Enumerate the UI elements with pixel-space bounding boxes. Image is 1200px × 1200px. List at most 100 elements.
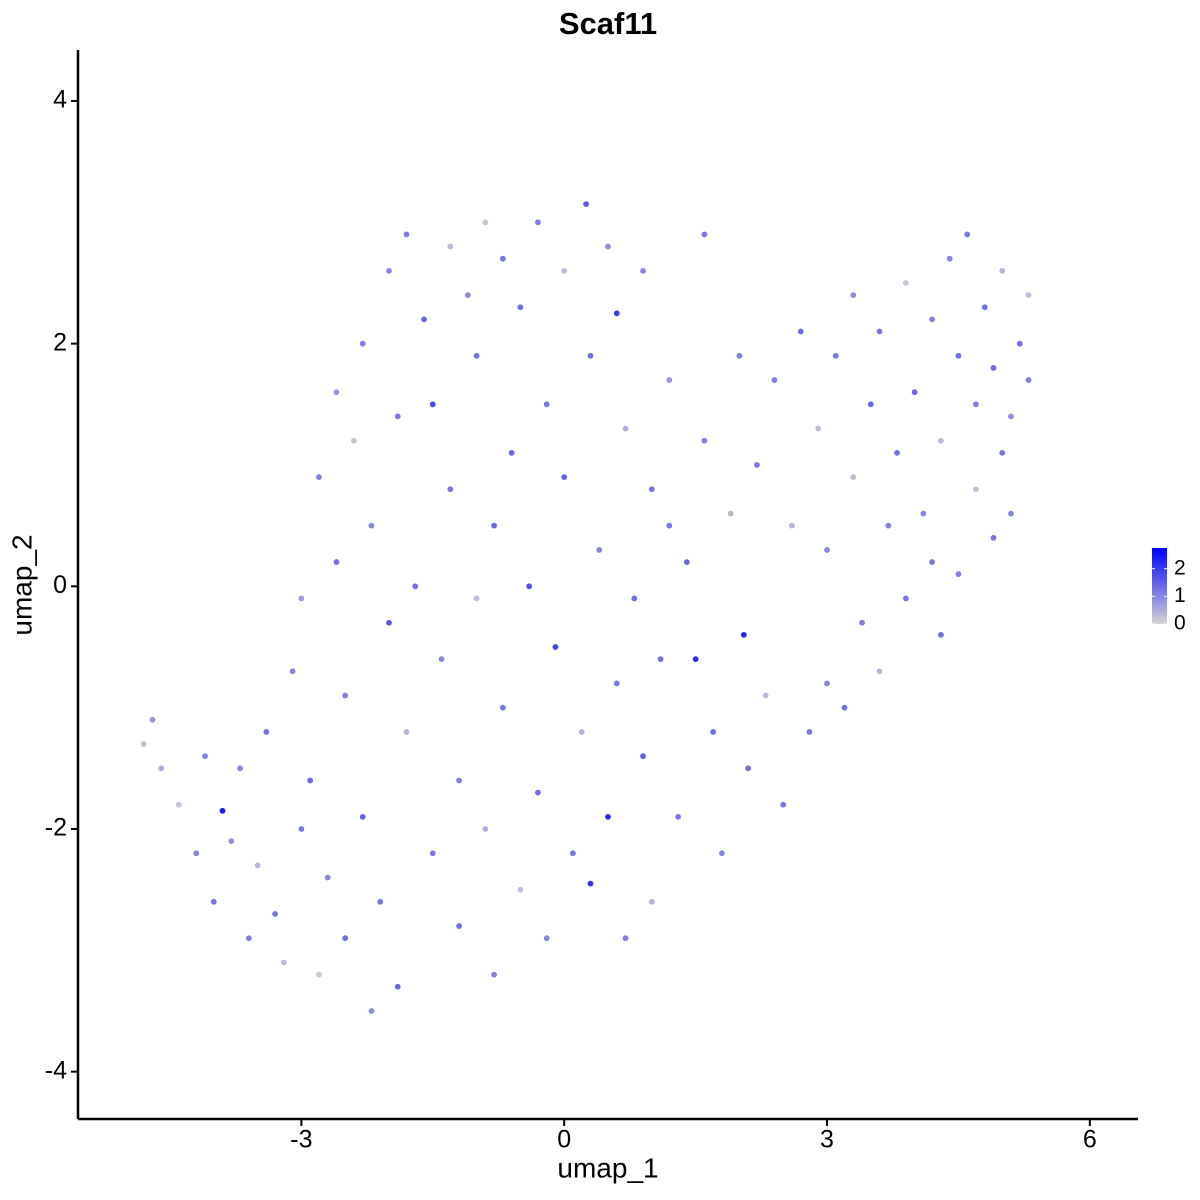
cell-point (447, 486, 454, 493)
cell-point (850, 474, 857, 481)
cell-point (718, 850, 725, 857)
cell-point (394, 983, 401, 990)
cell-point (351, 437, 357, 444)
cell-point (1025, 377, 1032, 383)
y-tick-label: 0 (53, 571, 67, 599)
cell-point (263, 729, 270, 735)
cell-point (403, 231, 410, 238)
cell-point (289, 668, 296, 675)
x-tick-label: 3 (820, 1126, 834, 1154)
colorbar-tick-label: 1 (1174, 584, 1186, 607)
cell-point (237, 765, 243, 772)
cell-point (613, 680, 620, 687)
y-tick-label: -2 (45, 814, 67, 842)
cell-point (964, 231, 971, 238)
cell-point (754, 462, 760, 468)
cell-point (797, 328, 804, 335)
cell-point (482, 826, 489, 832)
cell-point (605, 813, 611, 820)
cell-point (578, 729, 585, 735)
cell-point (902, 595, 909, 602)
cell-point (710, 729, 717, 735)
cell-point (245, 935, 252, 942)
cell-point (491, 522, 498, 529)
cell-point (675, 813, 681, 820)
cell-point (272, 911, 279, 917)
cell-point (1025, 292, 1032, 299)
colorbar-tick-label: 0 (1174, 612, 1186, 635)
y-tick-label: 2 (53, 328, 67, 356)
cell-point (683, 559, 690, 565)
cell-point (701, 231, 708, 238)
cell-point (622, 935, 629, 942)
cell-point (412, 583, 419, 590)
cell-point (973, 486, 979, 493)
cell-point (333, 559, 340, 565)
cell-point (920, 510, 927, 517)
cell-point (937, 437, 944, 444)
cell-point (482, 219, 489, 226)
cell-point (324, 874, 331, 881)
cell-point (832, 352, 839, 359)
cell-point (701, 437, 708, 444)
cell-point (587, 880, 594, 887)
cell-point (219, 807, 226, 814)
cell-point (727, 510, 734, 517)
cell-point (280, 959, 287, 966)
y-tick-label: 4 (53, 86, 67, 114)
cell-point (517, 886, 524, 893)
cell-point (850, 292, 857, 299)
cell-point (740, 631, 747, 638)
cell-point (543, 401, 550, 408)
cell-point (999, 449, 1006, 456)
colorbar-tick-label: 2 (1174, 556, 1186, 579)
cell-point (175, 801, 182, 808)
cell-point (736, 352, 743, 359)
cell-point (955, 352, 962, 359)
cell-point (526, 583, 533, 590)
cell-point (745, 765, 752, 772)
cell-point (876, 668, 883, 675)
cell-point (552, 644, 559, 650)
cell-point (535, 789, 541, 796)
cell-point (193, 850, 200, 857)
cell-point (762, 692, 769, 699)
cell-point (158, 765, 165, 772)
cell-point (377, 898, 384, 905)
cell-point (648, 898, 655, 905)
cell-point (438, 656, 445, 663)
cell-point (1008, 510, 1014, 517)
cell-point (535, 219, 541, 226)
cell-point (859, 619, 865, 626)
cell-point (824, 680, 830, 687)
x-tick-label: 6 (1083, 1126, 1097, 1154)
cell-point (894, 449, 900, 456)
cell-point (885, 522, 892, 529)
cell-point (508, 449, 515, 456)
cell-point (640, 753, 646, 760)
cell-point (973, 401, 979, 408)
cell-point (254, 862, 261, 869)
cell-point (648, 486, 655, 493)
cell-point (867, 401, 874, 408)
cell-point (342, 935, 349, 942)
cell-point (403, 729, 410, 735)
cell-point (421, 316, 427, 323)
cell-point (771, 377, 778, 383)
cell-point (140, 741, 147, 747)
cell-point (1016, 340, 1023, 347)
colorbar (1152, 548, 1167, 624)
cell-point (1008, 413, 1014, 420)
cell-point (561, 474, 568, 481)
cell-point (386, 267, 392, 274)
cell-point (298, 595, 305, 602)
cell-point (806, 729, 813, 735)
cell-point (333, 389, 340, 396)
cell-point (316, 474, 322, 481)
cell-point (631, 595, 638, 602)
x-tick-label: 0 (557, 1126, 571, 1154)
cell-point (368, 522, 375, 529)
cell-point (990, 365, 997, 371)
cell-point (929, 559, 936, 565)
